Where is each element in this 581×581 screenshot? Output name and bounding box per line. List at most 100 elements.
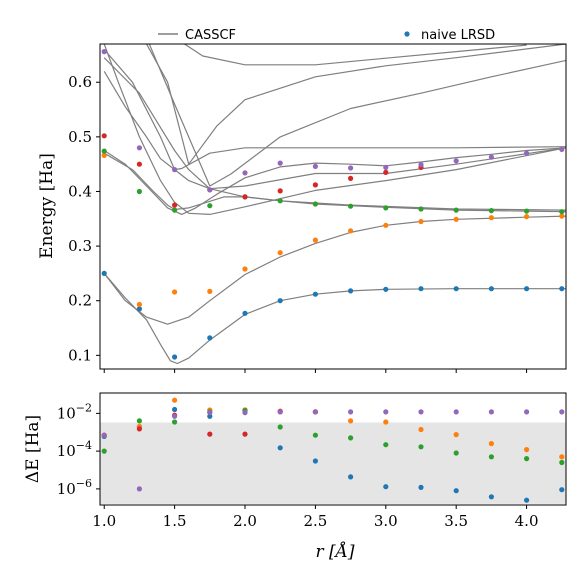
lrsd-point-s1-4 xyxy=(207,335,213,341)
casscf-curve-6 xyxy=(103,49,566,190)
legend-lrsd-label: naive LRSD xyxy=(421,28,495,43)
delta-e-point-s4-4 xyxy=(207,431,213,437)
delta-e-point-s1-13 xyxy=(524,497,530,503)
delta-e-point-s5-14 xyxy=(559,409,565,415)
delta-e-point-s4-5 xyxy=(242,431,248,437)
lrsd-point-s5-10 xyxy=(418,162,424,168)
delta-e-point-s4-2 xyxy=(136,426,142,432)
legend-point-swatch xyxy=(404,31,410,37)
lrsd-point-s1-14 xyxy=(559,286,565,292)
lrsd-point-s1-11 xyxy=(453,286,459,292)
delta-e-point-s3-12 xyxy=(488,454,494,460)
delta-e-point-s1-7 xyxy=(312,458,318,464)
lrsd-point-s5-7 xyxy=(312,163,318,169)
delta-e-tick-label: 10−4 xyxy=(57,439,92,460)
delta-e-point-s2-10 xyxy=(418,426,424,433)
distance-tick-label: 2.5 xyxy=(303,512,327,530)
energy-tick-label: 0.3 xyxy=(68,237,92,255)
delta-e-point-s5-2 xyxy=(136,486,142,492)
lrsd-point-s2-12 xyxy=(488,215,494,221)
delta-e-point-s3-7 xyxy=(312,432,318,438)
lrsd-point-s2-13 xyxy=(524,214,530,220)
casscf-curve-9 xyxy=(148,44,566,187)
lrsd-point-s4-1 xyxy=(101,133,107,139)
distance-axis-title: r [Å] xyxy=(315,541,354,562)
delta-e-point-s2-14 xyxy=(559,454,565,460)
accuracy-band xyxy=(100,422,566,504)
lrsd-point-s4-6 xyxy=(277,188,283,194)
delta-e-point-s5-12 xyxy=(488,409,494,415)
delta-e-point-s5-7 xyxy=(312,409,318,415)
energy-tick-label: 0.6 xyxy=(68,73,92,91)
distance-tick-label: 2.0 xyxy=(233,512,257,530)
lrsd-point-s4-2 xyxy=(136,161,142,167)
lrsd-point-s1-13 xyxy=(524,286,530,292)
lrsd-point-s5-9 xyxy=(383,164,389,170)
lrsd-point-s5-1 xyxy=(101,49,107,55)
energy-tick-label: 0.2 xyxy=(68,292,92,310)
lrsd-point-s4-5 xyxy=(242,194,248,200)
casscf-curve-5 xyxy=(103,44,566,215)
delta-e-point-s5-6 xyxy=(277,409,283,415)
lrsd-point-s1-1 xyxy=(101,270,107,276)
lrsd-point-s2-4 xyxy=(207,288,213,294)
delta-e-point-s1-11 xyxy=(453,488,459,494)
delta-e-plot-frame xyxy=(99,392,567,506)
distance-tick-label: 3.5 xyxy=(444,512,468,530)
lrsd-point-s1-9 xyxy=(383,286,389,292)
lrsd-point-s3-9 xyxy=(383,205,389,211)
lrsd-point-s1-12 xyxy=(488,286,494,292)
casscf-curve-3 xyxy=(103,152,566,213)
delta-e-point-s2-13 xyxy=(524,447,530,453)
lrsd-point-s5-12 xyxy=(488,154,494,160)
delta-e-point-s3-3 xyxy=(172,419,178,425)
lrsd-point-s3-6 xyxy=(277,198,283,204)
lrsd-point-s3-1 xyxy=(101,148,107,154)
casscf-curve-8 xyxy=(103,70,566,171)
lrsd-point-s1-2 xyxy=(136,306,142,312)
casscf-curve-7 xyxy=(103,57,566,211)
delta-e-point-s3-1 xyxy=(101,448,107,454)
lrsd-point-s2-14 xyxy=(559,213,565,219)
lrsd-point-s5-4 xyxy=(207,187,213,193)
delta-e-point-s3-9 xyxy=(383,442,389,448)
distance-tick-label: 4.0 xyxy=(515,512,539,530)
lrsd-point-s1-5 xyxy=(242,310,248,316)
casscf-curve-1 xyxy=(103,273,566,365)
lrsd-point-s1-6 xyxy=(277,298,283,304)
energy-panel: 0.1 0.2 0.3 0.4 0.5 0.6 Energy [Ha] xyxy=(37,43,567,373)
lrsd-point-s1-7 xyxy=(312,291,318,297)
lrsd-point-s3-4 xyxy=(207,203,213,209)
lrsd-point-s4-7 xyxy=(312,182,318,188)
lrsd-point-s3-14 xyxy=(559,209,565,215)
casscf-curves xyxy=(103,44,566,365)
delta-e-point-s1-9 xyxy=(383,484,389,490)
lrsd-point-s1-8 xyxy=(348,288,354,294)
lrsd-point-s2-5 xyxy=(242,266,248,272)
lrsd-point-s1-3 xyxy=(172,354,178,360)
lrsd-point-s2-1 xyxy=(101,152,107,158)
delta-e-point-s5-5 xyxy=(242,410,248,416)
lrsd-point-s3-2 xyxy=(136,188,142,195)
lrsd-point-s3-12 xyxy=(488,208,494,214)
lrsd-point-s2-10 xyxy=(418,218,424,225)
lrsd-point-s5-3 xyxy=(172,167,178,173)
delta-e-point-s3-2 xyxy=(136,418,142,424)
distance-tick-label: 1.0 xyxy=(92,512,116,530)
legend-casscf-label: CASSCF xyxy=(185,28,236,43)
lrsd-point-s4-9 xyxy=(383,169,389,175)
delta-e-point-s2-8 xyxy=(348,418,354,424)
delta-e-point-s5-13 xyxy=(524,409,530,415)
lrsd-point-s3-3 xyxy=(172,207,178,213)
lrsd-point-s2-7 xyxy=(312,237,318,243)
casscf-curve-4 xyxy=(103,147,566,215)
delta-e-point-s2-9 xyxy=(383,419,389,425)
lrsd-point-s4-3 xyxy=(172,202,178,208)
lrsd-point-s3-13 xyxy=(524,208,530,214)
lrsd-point-s5-11 xyxy=(453,158,459,164)
delta-e-point-s1-6 xyxy=(277,445,283,451)
distance-tick-label: 1.5 xyxy=(163,512,187,530)
lrsd-point-s5-2 xyxy=(136,145,142,151)
energy-tick-label: 0.5 xyxy=(68,128,92,146)
delta-e-point-s3-11 xyxy=(453,450,459,456)
